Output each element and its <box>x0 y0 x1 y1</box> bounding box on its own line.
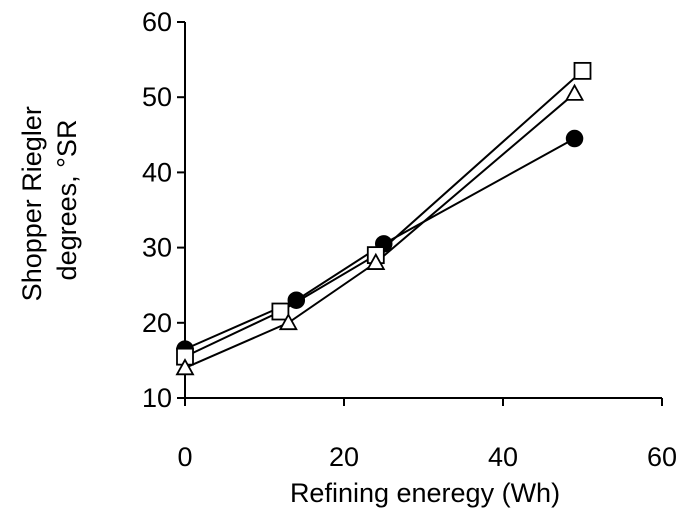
y-tick-label-60: 60 <box>142 7 172 37</box>
x-tick-label-40: 40 <box>488 442 518 472</box>
series-0-point-3 <box>565 129 584 148</box>
series-0-line <box>184 137 576 351</box>
series-2-point-2 <box>366 252 386 270</box>
y-axis-title-line-2: degrees, °SR <box>52 120 82 281</box>
y-axis-title: Shopper Riegler degrees, °SR <box>17 99 82 302</box>
x-tick-label-60: 60 <box>647 442 677 472</box>
axes <box>184 22 662 399</box>
series-2-point-1 <box>278 312 298 331</box>
x-tick-label-20: 20 <box>329 442 359 472</box>
y-tick-label-30: 30 <box>142 233 172 263</box>
y-tick-label-40: 40 <box>142 157 172 187</box>
y-tick-label-10: 10 <box>142 383 172 413</box>
series-0-point-1 <box>287 291 306 309</box>
series-2-point-0 <box>175 358 195 376</box>
y-axis-title-line-1: Shopper Riegler <box>17 106 47 301</box>
tick-marks <box>177 21 663 406</box>
series-2-point-3 <box>565 83 585 101</box>
series-lines <box>184 70 584 369</box>
y-tick-label-50: 50 <box>142 82 172 112</box>
series-1-line <box>184 70 584 358</box>
series-2-line <box>184 92 576 369</box>
series-1-point-1 <box>271 302 290 321</box>
y-tick-label-20: 20 <box>142 308 172 338</box>
series-1-point-3 <box>573 61 592 80</box>
tick-labels: 10 20 30 40 50 60 0 20 40 60 <box>142 7 677 472</box>
data-markers <box>175 61 592 376</box>
x-axis-title: Refining eneregy (Wh) <box>290 478 560 508</box>
x-tick-label-0: 0 <box>177 442 192 472</box>
